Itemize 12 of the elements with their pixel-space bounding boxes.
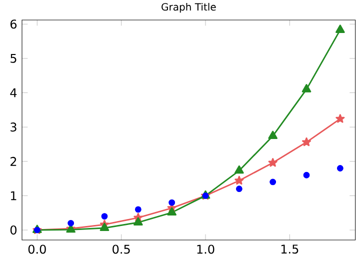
x-tick-label: 0.0 <box>28 244 46 254</box>
y-tick-label: 4 <box>10 88 17 98</box>
y-tick-label: 5 <box>10 54 16 63</box>
x-tick-label: 1.0 <box>197 244 214 254</box>
y-tick-label: 3 <box>10 122 16 132</box>
chart-title: Graph Title <box>162 2 216 13</box>
y-tick-label: 6 <box>10 20 17 29</box>
y-tick-label: 0 <box>10 225 16 235</box>
x-tick-label: 1.5 <box>281 244 298 254</box>
x-tick-label: 0.5 <box>112 244 130 254</box>
y-tick-label: 1 <box>10 191 16 200</box>
y-tick-label: 2 <box>10 156 16 166</box>
